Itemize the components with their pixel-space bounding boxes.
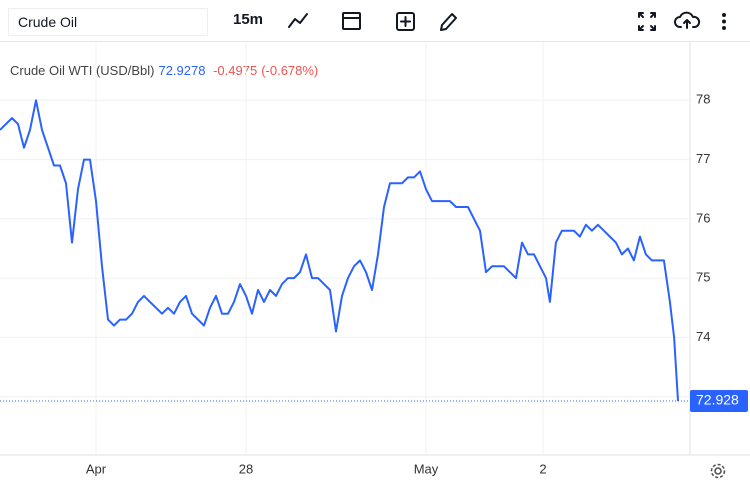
menu-dot: [722, 26, 726, 30]
draw-icon[interactable]: [440, 13, 457, 31]
y-tick-label: 78: [696, 92, 710, 107]
y-tick-label: 77: [696, 151, 710, 166]
fullscreen-icon[interactable]: [638, 12, 656, 31]
menu-icon[interactable]: [722, 13, 726, 30]
x-tick-label: 2: [539, 461, 546, 476]
settings-gear: [710, 463, 726, 479]
line-chart-icon[interactable]: [288, 13, 308, 28]
legend-name: Crude Oil WTI (USD/Bbl): [10, 63, 155, 78]
y-tick-label: 76: [696, 210, 710, 225]
chart: 737475767778Apr28May272.928: [0, 42, 750, 479]
settings-icon[interactable]: [710, 463, 726, 479]
toolbar: Crude Oil 15m: [0, 0, 750, 42]
y-tick-label: 74: [696, 329, 710, 344]
x-tick-label: Apr: [86, 461, 107, 476]
x-tick-label: May: [414, 461, 439, 476]
interval-button[interactable]: 15m: [233, 11, 264, 28]
menu-dot: [722, 19, 726, 24]
price-line: [0, 99, 679, 401]
x-tick-label: 28: [239, 461, 253, 476]
legend-price: 72.9278: [158, 63, 206, 78]
add-icon[interactable]: [396, 12, 415, 31]
symbol-search[interactable]: Crude Oil: [8, 8, 208, 36]
last-price-box: [690, 389, 748, 412]
settings-hub: [714, 467, 722, 475]
last-price-label: 72.928: [696, 392, 739, 408]
grid: [0, 42, 690, 455]
menu-dot: [722, 13, 726, 17]
y-tick-label: 75: [696, 270, 710, 285]
calendar-icon[interactable]: [342, 12, 361, 30]
download-icon[interactable]: [674, 11, 701, 29]
legend-change-pct: (-0.678%): [261, 63, 319, 78]
